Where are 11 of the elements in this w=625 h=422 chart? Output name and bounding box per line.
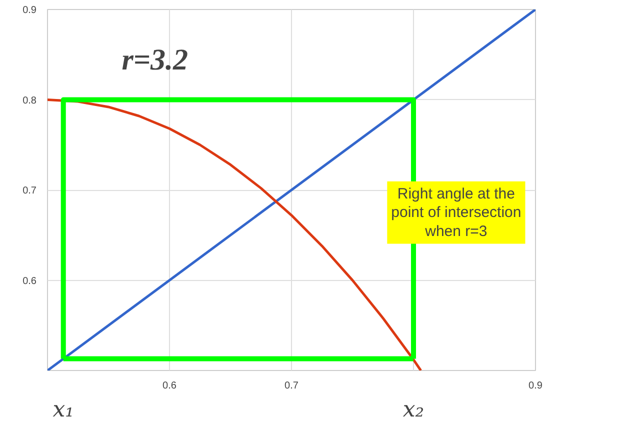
text: r=3.2 xyxy=(122,44,188,77)
y-tick-label: 0.8 xyxy=(22,95,37,106)
text: x₂ xyxy=(402,398,424,422)
y-tick-label: 0.7 xyxy=(22,186,37,196)
y-tick-label: 0.9 xyxy=(22,5,37,16)
x-tick-label: 0.6 xyxy=(162,380,177,392)
y-tick-label: 0.6 xyxy=(22,276,37,287)
x-tick-label: 0.9 xyxy=(528,380,543,392)
text: x₁ xyxy=(52,398,74,422)
annotation: Right angle at the point of intersection when r=3 xyxy=(391,185,522,240)
x-tick-label: 0.7 xyxy=(284,380,299,392)
